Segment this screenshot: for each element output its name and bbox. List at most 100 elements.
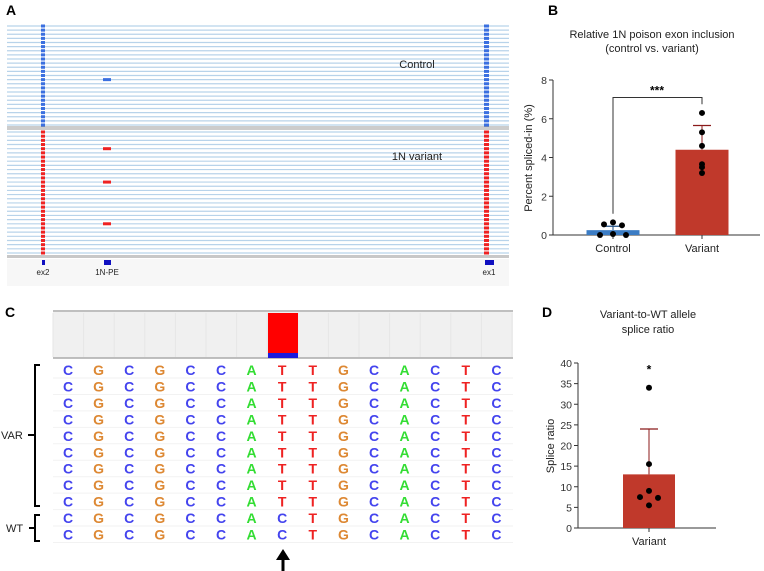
- base-C: C: [63, 494, 73, 510]
- base-G: G: [338, 510, 349, 526]
- panel-label-a: A: [6, 2, 16, 18]
- base-C: C: [491, 444, 501, 460]
- junction-ex1: [484, 151, 489, 155]
- junction-ex1: [484, 243, 489, 247]
- base-C: C: [124, 411, 134, 427]
- base-A: A: [247, 395, 257, 411]
- data-point: [699, 170, 705, 176]
- base-C: C: [216, 378, 226, 394]
- base-C: C: [369, 461, 379, 477]
- junction-ex2: [41, 41, 45, 44]
- junction-ex1: [484, 115, 489, 119]
- base-C: C: [185, 378, 195, 394]
- base-G: G: [338, 444, 349, 460]
- junction-ex2: [41, 134, 45, 138]
- junction-ex2: [41, 123, 45, 127]
- chart-subtitle: (control vs. variant): [605, 43, 699, 55]
- junction-ex1: [484, 36, 489, 40]
- base-C: C: [277, 527, 287, 543]
- chart-psi: Relative 1N poison exon inclusion (contr…: [523, 29, 760, 255]
- base-C: C: [63, 444, 73, 460]
- junction-ex2: [41, 159, 45, 163]
- data-point: [699, 164, 705, 171]
- base-A: A: [247, 362, 257, 378]
- junction-ex2: [41, 143, 45, 147]
- base-G: G: [338, 411, 349, 427]
- base-A: A: [247, 494, 257, 510]
- base-T: T: [309, 444, 318, 460]
- data-point: [619, 222, 625, 229]
- significance-label: ***: [650, 83, 664, 97]
- junction-ex1: [484, 130, 489, 134]
- data-point: [646, 502, 652, 509]
- base-C: C: [491, 527, 501, 543]
- junction-ex1: [484, 234, 489, 238]
- base-T: T: [462, 362, 471, 378]
- junction-ex1: [484, 197, 489, 201]
- junction-ex1: [484, 78, 489, 82]
- base-G: G: [93, 477, 104, 493]
- base-C: C: [124, 510, 134, 526]
- group-label-variant: 1N variant: [392, 151, 442, 163]
- base-C: C: [216, 494, 226, 510]
- wt-bracket: [34, 514, 40, 542]
- junction-ex1: [484, 143, 489, 147]
- junction-ex2: [41, 119, 45, 123]
- base-C: C: [491, 378, 501, 394]
- y-tick-label: 2: [541, 191, 547, 203]
- base-C: C: [491, 395, 501, 411]
- base-T: T: [309, 527, 318, 543]
- poison-exon-read: [103, 147, 111, 151]
- base-C: C: [369, 395, 379, 411]
- junction-ex1: [484, 251, 489, 255]
- base-A: A: [400, 378, 410, 394]
- chart-title: Relative 1N poison exon inclusion: [569, 29, 734, 41]
- base-G: G: [154, 362, 165, 378]
- junction-ex1: [484, 107, 489, 110]
- junction-ex2: [41, 28, 45, 32]
- base-C: C: [277, 510, 287, 526]
- junction-ex2: [41, 226, 45, 230]
- junction-ex2: [41, 247, 45, 251]
- base-C: C: [124, 527, 134, 543]
- junction-ex2: [41, 147, 45, 151]
- junction-ex2: [41, 32, 45, 36]
- base-C: C: [369, 477, 379, 493]
- junction-ex2: [41, 184, 45, 188]
- base-C: C: [63, 527, 73, 543]
- junction-ex1: [484, 184, 489, 188]
- significance-bracket: [612, 96, 703, 214]
- junction-ex2: [41, 188, 45, 192]
- base-C: C: [216, 461, 226, 477]
- junction-ex2: [41, 65, 45, 69]
- junction-ex1: [484, 94, 489, 98]
- y-tick-label: 0: [566, 523, 572, 535]
- base-C: C: [216, 510, 226, 526]
- base-C: C: [369, 362, 379, 378]
- base-C: C: [124, 362, 134, 378]
- y-tick-label: 25: [560, 420, 572, 432]
- base-G: G: [338, 527, 349, 543]
- junction-ex2: [41, 201, 45, 205]
- base-A: A: [247, 444, 257, 460]
- junction-ex1: [484, 138, 489, 142]
- junction-ex2: [41, 168, 45, 172]
- wt-group-label: WT: [6, 523, 23, 535]
- poison-exon-read: [103, 78, 111, 82]
- base-C: C: [185, 395, 195, 411]
- junction-ex1: [484, 74, 489, 77]
- junction-ex1: [484, 49, 489, 53]
- junction-ex2: [41, 57, 45, 61]
- base-C: C: [216, 428, 226, 444]
- base-C: C: [491, 411, 501, 427]
- y-tick-label: 20: [560, 441, 572, 453]
- base-G: G: [338, 362, 349, 378]
- junction-ex2: [41, 130, 45, 134]
